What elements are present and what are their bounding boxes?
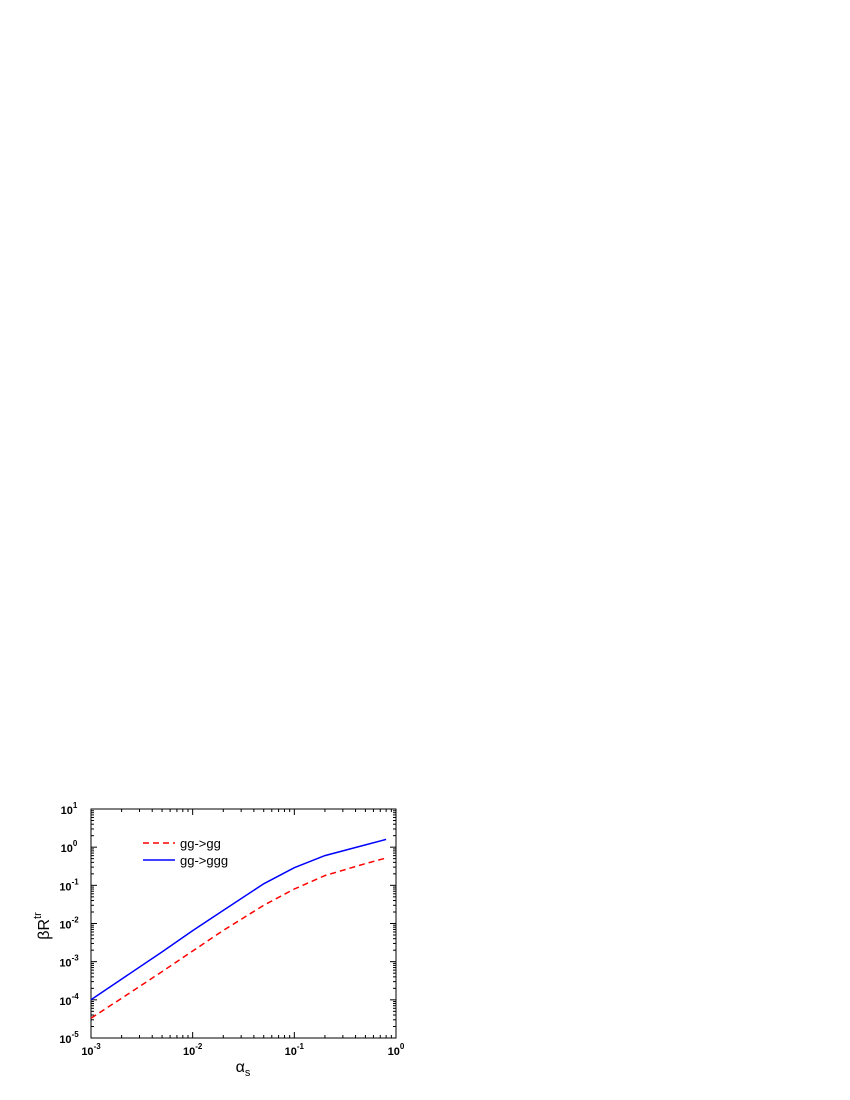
y-tick-label: 10-3 [59, 954, 79, 970]
x-tick-label: 100 [388, 1042, 405, 1058]
legend-label-1: gg->gg [180, 836, 221, 851]
series-lines [90, 838, 387, 1019]
y-tick-label: 101 [61, 801, 78, 817]
plot-frame [90, 808, 397, 1039]
series-line-2 [90, 838, 387, 1001]
y-tick-label: 10-5 [59, 1030, 79, 1046]
legend: gg->gg gg->ggg [143, 836, 228, 868]
y-tick-label: 100 [61, 839, 78, 855]
series-line-1 [90, 857, 387, 1019]
y-tick-label: 10-4 [59, 992, 79, 1008]
y-axis-title: βRtr [32, 912, 53, 940]
axis-ticks [90, 808, 397, 1039]
y-tick-label: 10-1 [59, 877, 79, 893]
legend-label-2: gg->ggg [180, 853, 228, 868]
y-tick-label: 10-2 [59, 916, 79, 932]
x-tick-label: 10-2 [183, 1042, 203, 1058]
x-tick-label: 10-3 [81, 1042, 101, 1058]
x-axis-title: αs [236, 1059, 251, 1079]
axis-tick-labels: 10-3 10-2 10-1 100 10-5 10-4 10-3 10-2 10-1 100 10… [59, 801, 405, 1058]
x-tick-label: 10-1 [285, 1042, 305, 1058]
